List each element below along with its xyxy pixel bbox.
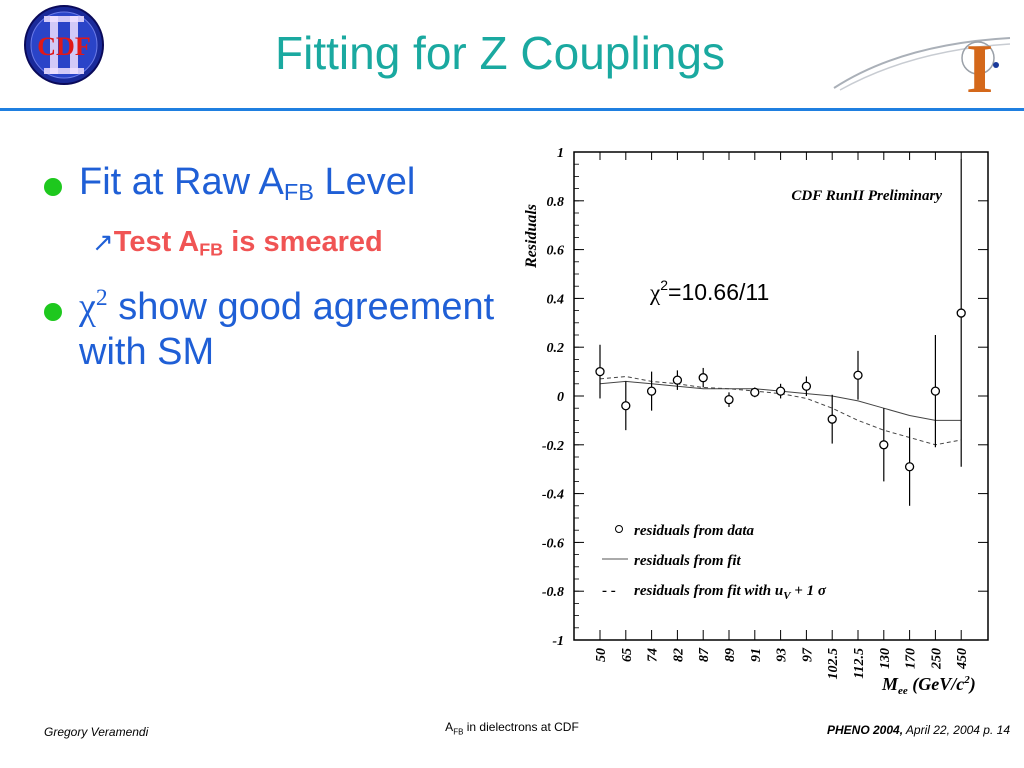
subbullet-test-smeared: ↗Test AFB is smeared bbox=[92, 226, 383, 260]
x-tick-label: 74 bbox=[646, 648, 661, 662]
bullet-chi2-agreement: χ2 show good agreement with SM bbox=[44, 285, 499, 375]
footer-author: Gregory Veramendi bbox=[44, 725, 149, 739]
data-point bbox=[621, 401, 631, 411]
x-axis-label: Mee (GeV/c2) bbox=[881, 674, 976, 697]
data-point bbox=[646, 386, 657, 396]
x-tick-label: 102.5 bbox=[826, 648, 841, 680]
footer-conference: PHENO 2004, April 22, 2004 p. 14 bbox=[826, 723, 1010, 737]
x-tick-label: 65 bbox=[620, 648, 635, 662]
chart-legend: residuals from data residuals from fit -… bbox=[602, 523, 827, 602]
legend-label: residuals from fit bbox=[634, 553, 742, 569]
page-title: Fitting for Z Couplings bbox=[275, 27, 725, 79]
legend-label: residuals from fit with uV + 1 σ bbox=[634, 583, 827, 602]
x-tick-label: 450 bbox=[955, 648, 970, 670]
title-underline bbox=[0, 108, 1024, 111]
y-tick-label: -0.4 bbox=[542, 488, 564, 503]
data-point bbox=[879, 440, 889, 450]
y-axis-label: Residuals bbox=[523, 204, 540, 269]
legend-dashed-symbol: - - bbox=[602, 583, 616, 599]
x-tick-label: 97 bbox=[800, 647, 815, 662]
data-point bbox=[827, 414, 837, 424]
data-point bbox=[956, 308, 966, 318]
y-tick-label: -1 bbox=[552, 634, 564, 649]
y-tick-label: -0.2 bbox=[542, 439, 564, 454]
fit-line-dashed bbox=[599, 375, 962, 446]
y-tick-label: 0 bbox=[557, 390, 564, 405]
data-point bbox=[724, 395, 734, 405]
data-point bbox=[853, 370, 863, 380]
y-tick-label: 0.4 bbox=[547, 292, 565, 307]
x-tick-label: 87 bbox=[697, 647, 712, 662]
svg-text:I: I bbox=[966, 31, 993, 100]
x-tick-label: 250 bbox=[929, 648, 944, 670]
y-tick-label: 0.6 bbox=[547, 244, 565, 259]
bullet-dot bbox=[44, 303, 62, 321]
x-tick-label: 112.5 bbox=[852, 648, 867, 679]
legend-label: residuals from data bbox=[634, 523, 755, 539]
y-tick-label: -0.6 bbox=[542, 536, 564, 551]
data-point bbox=[595, 366, 605, 377]
y-tick-label: 1 bbox=[557, 146, 564, 161]
chart-title: CDF RunII Preliminary bbox=[791, 188, 942, 204]
data-point bbox=[930, 386, 941, 396]
x-tick-label: 93 bbox=[775, 648, 790, 662]
y-tick-label: -0.8 bbox=[542, 585, 564, 600]
svg-text:CDF: CDF bbox=[37, 32, 90, 61]
bullet-fit-raw: Fit at Raw AFB Level bbox=[44, 160, 415, 207]
data-point bbox=[775, 386, 786, 396]
bullet-dot bbox=[44, 178, 62, 196]
arrow-up-right-icon: ↗ bbox=[92, 227, 114, 257]
data-point bbox=[750, 387, 760, 397]
data-point bbox=[672, 375, 683, 385]
x-tick-label: 91 bbox=[749, 648, 764, 662]
y-tick-label: 0.2 bbox=[547, 341, 565, 356]
tevatron-logo: I bbox=[833, 31, 1011, 100]
footer-topic: AFB in dielectrons at CDF bbox=[445, 720, 579, 737]
x-tick-label: 82 bbox=[671, 648, 686, 662]
chi2-annotation: χ2=10.66/11 bbox=[649, 277, 769, 305]
cdf-logo: CDF bbox=[24, 5, 104, 85]
x-tick-label: 170 bbox=[904, 648, 919, 669]
data-point bbox=[904, 462, 915, 472]
x-tick-label: 130 bbox=[878, 648, 893, 669]
y-tick-label: 0.8 bbox=[547, 195, 565, 210]
data-point bbox=[698, 373, 708, 383]
x-tick-label: 50 bbox=[594, 648, 609, 662]
data-point bbox=[801, 381, 812, 391]
x-tick-label: 89 bbox=[723, 648, 738, 662]
residuals-chart: 1 0.8 0.6 0.4 0.2 0 -0.2 -0.4 -0.6 -0.8 -1 50 65 74 8… bbox=[523, 146, 989, 697]
legend-circle-marker bbox=[615, 525, 623, 533]
